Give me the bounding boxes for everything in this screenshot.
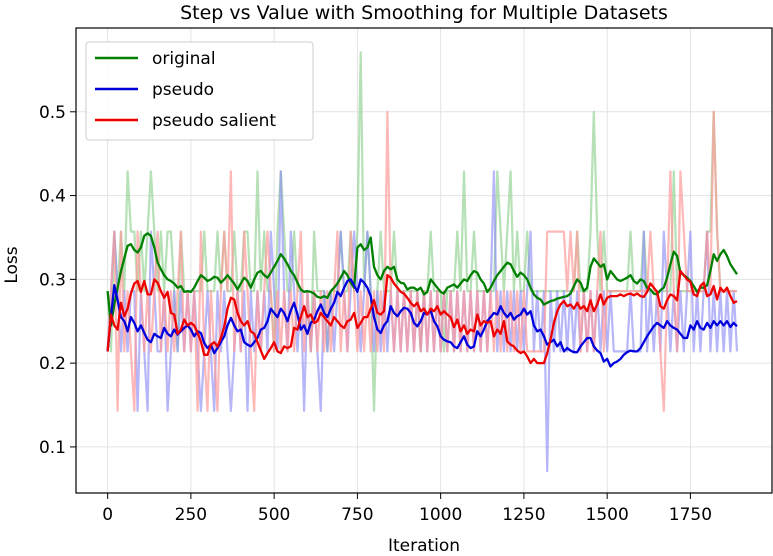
plot-frame: [75, 27, 773, 494]
x-tick-label: 250: [175, 505, 207, 525]
smoothed-series-lines: [106, 232, 738, 368]
x-axis: 0 250 500 750 1000 1250 1500 1750: [102, 493, 712, 525]
legend-label-original: original: [152, 49, 216, 69]
legend-label-pseudo: pseudo: [152, 80, 214, 100]
chart-title: Step vs Value with Smoothing for Multipl…: [180, 2, 668, 24]
x-tick-label: 1750: [669, 505, 712, 525]
smoothed-line-pseudo-salient: [106, 269, 738, 365]
legend-label-pseudo-salient: pseudo salient: [152, 111, 276, 131]
legend-box: [85, 41, 314, 141]
x-tick-label: 750: [341, 505, 373, 525]
x-tick-label: 1000: [419, 505, 462, 525]
y-tick-label: 0.5: [39, 103, 66, 123]
smoothed-line-pseudo: [106, 278, 738, 368]
y-tick-label: 0.4: [39, 187, 66, 207]
smoothed-line-original: [106, 232, 738, 327]
raw-series-lines: [106, 51, 739, 473]
y-axis: 0.1 0.2 0.3 0.4 0.5: [39, 103, 76, 458]
x-tick-label: 0: [102, 505, 113, 525]
y-tick-label: 0.2: [39, 354, 66, 374]
x-tick-label: 1500: [586, 505, 629, 525]
legend: original pseudo pseudo salient: [85, 41, 314, 141]
y-tick-label: 0.1: [39, 438, 66, 458]
x-tick-label: 1250: [502, 505, 545, 525]
y-tick-label: 0.3: [39, 270, 66, 290]
x-tick-label: 500: [258, 505, 290, 525]
x-axis-label: Iteration: [388, 536, 460, 556]
raw-line-pseudo-salient: [106, 110, 737, 412]
y-axis-label: Loss: [2, 246, 22, 283]
